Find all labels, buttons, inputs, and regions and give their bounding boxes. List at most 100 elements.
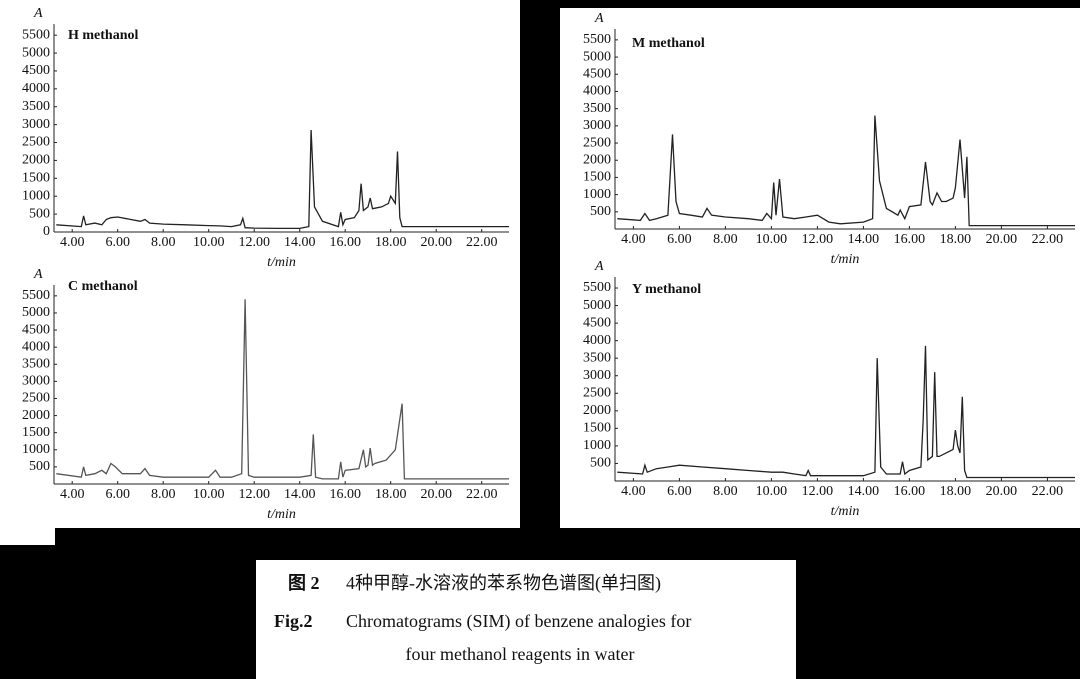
y-tick-label: 5000 bbox=[583, 298, 611, 313]
x-tick-label: 20.00 bbox=[420, 487, 452, 502]
x-tick-label: 16.00 bbox=[894, 232, 926, 247]
y-tick-label: 4000 bbox=[22, 81, 50, 96]
y-tick-label: 2000 bbox=[22, 153, 50, 168]
y-tick-label: 3500 bbox=[583, 101, 611, 116]
x-tick-label: 16.00 bbox=[329, 235, 361, 250]
right-panel bbox=[560, 8, 1080, 528]
x-tick-label: 18.00 bbox=[375, 235, 407, 250]
y-tick-label: 0 bbox=[43, 224, 50, 239]
y-tick-label: 3500 bbox=[22, 99, 50, 114]
x-tick-label: 10.00 bbox=[193, 235, 225, 250]
y-tick-label: 3000 bbox=[22, 374, 50, 389]
x-tick-label: 10.00 bbox=[193, 487, 225, 502]
y-tick-label: 4500 bbox=[22, 322, 50, 337]
y-tick-label: 2000 bbox=[583, 403, 611, 418]
caption-fig-en: Fig.2 bbox=[274, 611, 313, 631]
y-tick-label: 1500 bbox=[22, 171, 50, 186]
x-tick-label: 8.00 bbox=[151, 487, 176, 502]
y-tick-label: 500 bbox=[29, 206, 50, 221]
chart-title: C methanol bbox=[68, 279, 138, 294]
left-panel bbox=[0, 0, 520, 528]
y-tick-label: 3500 bbox=[583, 350, 611, 365]
x-tick-label: 18.00 bbox=[375, 487, 407, 502]
x-tick-label: 6.00 bbox=[105, 487, 130, 502]
x-tick-label: 6.00 bbox=[667, 232, 692, 247]
y-tick-label: 5500 bbox=[22, 288, 50, 303]
y-tick-label: 1500 bbox=[22, 425, 50, 440]
y-tick-label: 1500 bbox=[583, 170, 611, 185]
x-tick-label: 18.00 bbox=[940, 484, 972, 499]
chart-title: M methanol bbox=[632, 36, 705, 51]
x-tick-label: 22.00 bbox=[466, 235, 498, 250]
y-tick-label: 2500 bbox=[583, 135, 611, 150]
x-tick-label: 14.00 bbox=[848, 484, 880, 499]
chromatogram-line bbox=[617, 115, 1075, 227]
x-axis-label: t/min bbox=[831, 252, 860, 267]
y-tick-label: 5500 bbox=[22, 27, 50, 42]
caption-title-en: Chromatograms (SIM) of benzene analogies… bbox=[346, 611, 691, 632]
chromatogram-line bbox=[56, 299, 509, 480]
x-tick-label: 22.00 bbox=[1032, 232, 1064, 247]
y-tick-label: 500 bbox=[590, 456, 611, 471]
y-axis-label: A bbox=[594, 11, 604, 26]
y-tick-label: 4000 bbox=[583, 84, 611, 99]
y-tick-label: 1000 bbox=[22, 442, 50, 457]
y-tick-label: 3000 bbox=[583, 368, 611, 383]
caption-title-en: four methanol reagents in water bbox=[406, 644, 635, 664]
x-axis-label: t/min bbox=[267, 507, 296, 522]
y-tick-label: 5500 bbox=[583, 32, 611, 47]
x-tick-label: 12.00 bbox=[238, 235, 270, 250]
x-tick-label: 4.00 bbox=[60, 235, 85, 250]
y-tick-label: 5000 bbox=[583, 49, 611, 64]
y-tick-label: 5000 bbox=[22, 305, 50, 320]
y-tick-label: 2500 bbox=[583, 385, 611, 400]
y-tick-label: 1000 bbox=[583, 187, 611, 202]
x-tick-label: 4.00 bbox=[621, 232, 646, 247]
y-tick-label: 1000 bbox=[22, 188, 50, 203]
chart-title: Y methanol bbox=[632, 282, 701, 297]
x-tick-label: 14.00 bbox=[284, 235, 316, 250]
y-tick-label: 2500 bbox=[22, 135, 50, 150]
x-tick-label: 8.00 bbox=[713, 232, 738, 247]
x-tick-label: 22.00 bbox=[466, 487, 498, 502]
x-tick-label: 12.00 bbox=[238, 487, 270, 502]
y-tick-label: 5500 bbox=[583, 280, 611, 295]
y-tick-label: 5000 bbox=[22, 45, 50, 60]
x-tick-label: 16.00 bbox=[894, 484, 926, 499]
y-tick-label: 4000 bbox=[583, 333, 611, 348]
y-tick-label: 4500 bbox=[22, 63, 50, 78]
y-tick-label: 1500 bbox=[583, 421, 611, 436]
y-tick-label: 3000 bbox=[22, 117, 50, 132]
x-tick-label: 14.00 bbox=[284, 487, 316, 502]
y-tick-label: 4500 bbox=[583, 315, 611, 330]
x-tick-label: 6.00 bbox=[105, 235, 130, 250]
x-tick-label: 8.00 bbox=[713, 484, 738, 499]
x-tick-label: 22.00 bbox=[1032, 484, 1064, 499]
chart-title: H methanol bbox=[68, 28, 139, 43]
x-axis-label: t/min bbox=[831, 504, 860, 519]
left-panel-edge bbox=[0, 528, 55, 545]
y-tick-label: 3000 bbox=[583, 118, 611, 133]
y-tick-label: 500 bbox=[29, 459, 50, 474]
y-axis-label: A bbox=[33, 6, 43, 21]
x-tick-label: 4.00 bbox=[60, 487, 85, 502]
caption-fig-zh: 图 2 bbox=[288, 573, 320, 593]
x-tick-label: 10.00 bbox=[756, 232, 788, 247]
y-tick-label: 500 bbox=[590, 204, 611, 219]
y-tick-label: 2500 bbox=[22, 391, 50, 406]
chromatogram-line bbox=[617, 345, 1075, 479]
x-tick-label: 6.00 bbox=[667, 484, 692, 499]
x-tick-label: 4.00 bbox=[621, 484, 646, 499]
y-tick-label: 4000 bbox=[22, 339, 50, 354]
chromatogram-line bbox=[56, 129, 509, 230]
y-tick-label: 1000 bbox=[583, 438, 611, 453]
x-tick-label: 12.00 bbox=[802, 484, 834, 499]
x-tick-label: 20.00 bbox=[986, 232, 1018, 247]
x-tick-label: 8.00 bbox=[151, 235, 176, 250]
x-tick-label: 20.00 bbox=[420, 235, 452, 250]
caption-box bbox=[256, 560, 796, 679]
x-tick-label: 16.00 bbox=[329, 487, 361, 502]
y-tick-label: 2000 bbox=[22, 408, 50, 423]
x-axis-label: t/min bbox=[267, 255, 296, 270]
